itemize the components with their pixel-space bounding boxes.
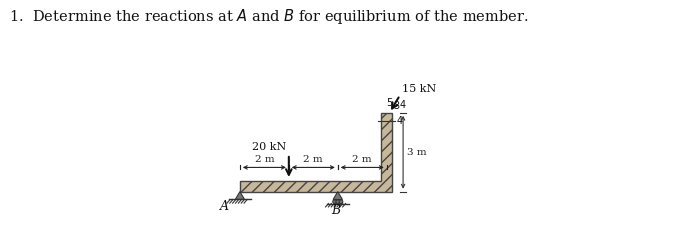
Text: A: A <box>220 200 229 213</box>
Polygon shape <box>235 192 244 200</box>
Text: 4: 4 <box>396 116 402 126</box>
Text: 15 kN: 15 kN <box>402 84 436 94</box>
Polygon shape <box>333 192 342 200</box>
Text: 5: 5 <box>386 98 393 108</box>
Polygon shape <box>240 113 392 192</box>
Text: 2 m: 2 m <box>304 156 323 164</box>
Circle shape <box>336 200 340 204</box>
Text: 1.  Determine the reactions at $\mathit{A}$ and $\mathit{B}$ for equilibrium of : 1. Determine the reactions at $\mathit{A… <box>9 7 528 26</box>
Text: 4: 4 <box>400 100 405 110</box>
Text: 3 m: 3 m <box>407 148 426 157</box>
Text: 2 m: 2 m <box>255 156 274 164</box>
Text: B: B <box>331 204 340 217</box>
Text: 3: 3 <box>393 101 399 111</box>
Circle shape <box>332 200 337 204</box>
Circle shape <box>339 200 343 204</box>
Text: 2 m: 2 m <box>352 156 372 164</box>
Text: 20 kN: 20 kN <box>251 142 286 152</box>
